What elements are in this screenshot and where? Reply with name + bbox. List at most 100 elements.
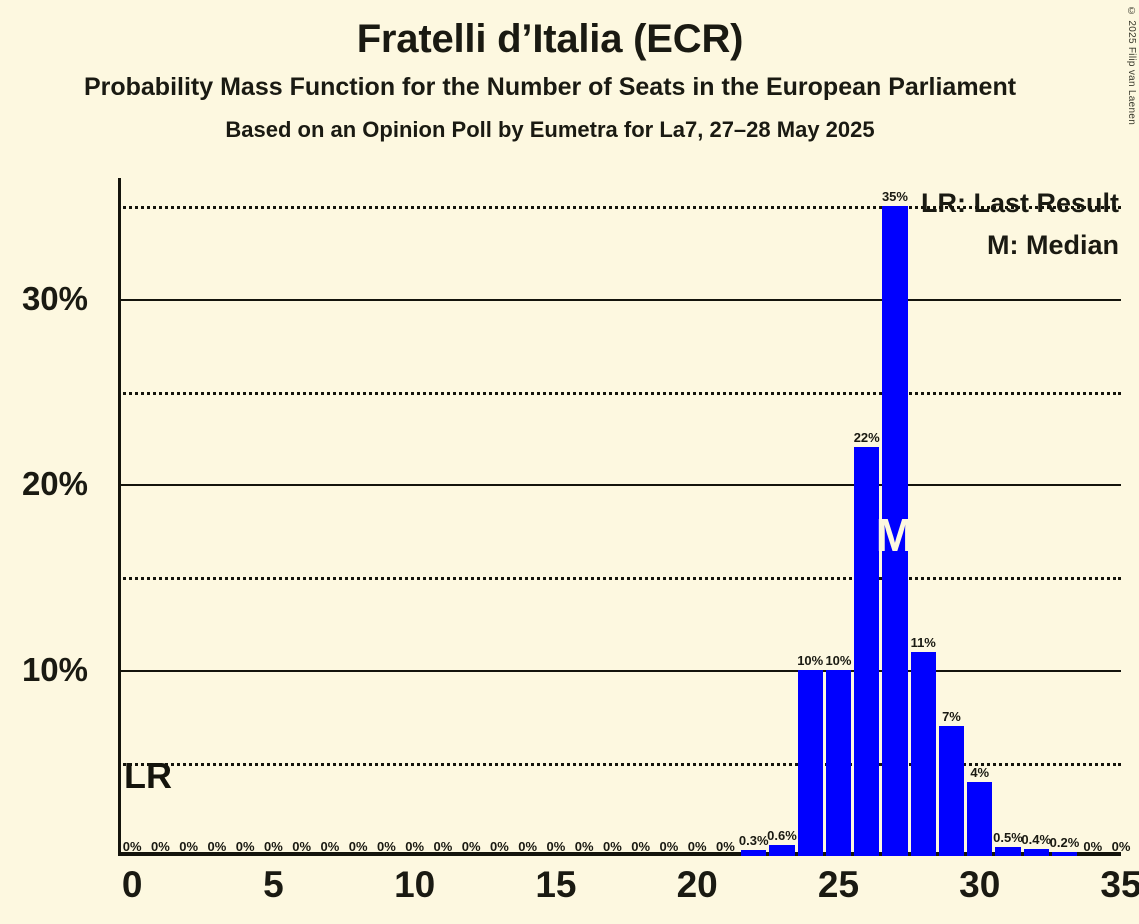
bar-value-label: 0.4% bbox=[1021, 831, 1052, 847]
x-tick-label-15: 15 bbox=[535, 864, 577, 905]
bar bbox=[1051, 852, 1078, 856]
bar-value-label: 0% bbox=[320, 839, 340, 854]
bar-slot: 0% bbox=[683, 178, 711, 856]
bar-value-label: 22% bbox=[853, 430, 880, 446]
bar-slot: 0% bbox=[1079, 178, 1107, 856]
bar-value-label: 0% bbox=[546, 839, 566, 854]
bar-value-label: 11% bbox=[910, 634, 936, 650]
bar bbox=[910, 651, 936, 856]
bar-slot: 0% bbox=[118, 178, 146, 856]
bar-value-label: 0% bbox=[1083, 839, 1103, 854]
bar-slot: 0% bbox=[542, 178, 570, 856]
bar-slot: 0% bbox=[627, 178, 655, 856]
bar-slot: 7% bbox=[937, 178, 965, 856]
bar-value-label: 0% bbox=[122, 839, 142, 854]
x-tick-label-0: 0 bbox=[121, 864, 143, 905]
bar-value-label: 35% bbox=[881, 188, 908, 204]
legend-entry-median: M: Median bbox=[987, 229, 1119, 260]
bar-value-label: 4% bbox=[970, 764, 990, 780]
last-result-marker: LR bbox=[124, 755, 172, 797]
bar-slot: 0% bbox=[655, 178, 683, 856]
x-tick-label-25: 25 bbox=[817, 864, 860, 905]
bar bbox=[825, 670, 852, 856]
bar-value-label: 0% bbox=[263, 839, 283, 854]
x-axis-line bbox=[118, 852, 1121, 856]
bar-slot: 0.5% bbox=[993, 178, 1023, 856]
bar-value-label: 0.3% bbox=[738, 833, 769, 849]
bar-value-label: 0% bbox=[631, 839, 651, 854]
y-axis-line bbox=[118, 178, 121, 856]
bar-slot: 0% bbox=[429, 178, 457, 856]
bar-slot: 0% bbox=[344, 178, 372, 856]
chart-subtitle: Probability Mass Function for the Number… bbox=[83, 73, 1017, 101]
bar-value-label: 0.5% bbox=[993, 829, 1023, 845]
median-marker: M bbox=[875, 509, 915, 562]
y-tick-label-30%: 30% bbox=[21, 279, 88, 317]
bar-slot: 0% bbox=[146, 178, 174, 856]
bar-slot: 0% bbox=[203, 178, 231, 856]
bar bbox=[741, 850, 767, 856]
bar-slot: 0.4% bbox=[1021, 178, 1052, 856]
bar-slot: 0% bbox=[485, 178, 513, 856]
y-tick-label-10%: 10% bbox=[21, 651, 88, 689]
bar-value-label: 0% bbox=[405, 839, 425, 854]
bar-value-label: 7% bbox=[942, 708, 961, 724]
bar-value-label: 0% bbox=[377, 839, 396, 854]
bar-slot: 0% bbox=[259, 178, 287, 856]
x-tick-label-5: 5 bbox=[263, 864, 284, 905]
bar-slot: 0% bbox=[1107, 178, 1135, 856]
bar-slot: 4% bbox=[966, 178, 994, 856]
bar-slot: 10% bbox=[796, 178, 824, 856]
x-tick-label-35: 35 bbox=[1100, 864, 1139, 905]
copyright-notice: © 2025 Filip van Laenen bbox=[1126, 6, 1137, 126]
bar-value-label: 0.2% bbox=[1049, 835, 1080, 851]
bar-slot: 0% bbox=[288, 178, 316, 856]
bar bbox=[938, 725, 965, 856]
bar-slot: 0.6% bbox=[767, 178, 797, 856]
y-tick-label-20%: 20% bbox=[21, 465, 88, 503]
bar-slot: 11% bbox=[909, 178, 937, 856]
bar-slot: 0% bbox=[711, 178, 739, 856]
bar-slot: 0% bbox=[514, 178, 542, 856]
bar-slot: 10% bbox=[824, 178, 852, 856]
bar-slot: 0.2% bbox=[1049, 178, 1080, 856]
bar-slot: 0% bbox=[175, 178, 203, 856]
x-tick-label-10: 10 bbox=[394, 864, 436, 905]
bar bbox=[797, 670, 823, 856]
bar bbox=[995, 846, 1021, 856]
bar-value-label: 0% bbox=[490, 839, 509, 854]
bar-slot: 35% bbox=[881, 178, 909, 856]
bar-value-label: 0% bbox=[207, 839, 227, 854]
bar-value-label: 10% bbox=[797, 653, 824, 669]
bar-value-label: 0% bbox=[179, 839, 199, 854]
bar-value-label: 0% bbox=[150, 839, 170, 854]
bar-value-label: 0.6% bbox=[767, 827, 797, 843]
plot-area: 10% 20% 30% 0% 0% 0% 0% 0% 0% 0% 0% 0% 0% 0% 0% 0% 0% 0%… bbox=[22, 178, 1139, 905]
bar-value-label: 0% bbox=[1111, 839, 1131, 854]
x-tick-label-20: 20 bbox=[676, 864, 718, 905]
bar-value-label: 0% bbox=[461, 839, 481, 854]
bar bbox=[1023, 848, 1049, 856]
bar bbox=[854, 447, 880, 856]
bar-value-label: 10% bbox=[825, 653, 852, 669]
bar-value-label: 0% bbox=[574, 839, 594, 854]
bar-series: 0% 0% 0% 0% 0% 0% 0% 0% 0% 0% 0% 0% 0% 0% 0% 0% 0% 0% 0% 0%… bbox=[118, 178, 1130, 856]
bar-slot: 0% bbox=[372, 178, 400, 856]
bar bbox=[967, 781, 993, 856]
x-tick-label-30: 30 bbox=[959, 864, 1001, 905]
bar bbox=[882, 205, 908, 856]
bar-slot: 0% bbox=[401, 178, 429, 856]
bar-slot: 0% bbox=[316, 178, 344, 856]
bar-slot: 0% bbox=[570, 178, 598, 856]
bar-value-label: 0% bbox=[659, 839, 679, 854]
bar-value-label: 0% bbox=[603, 839, 622, 854]
legend-entry-last-result: LR: Last Result bbox=[920, 188, 1119, 218]
bar-slot: 22% bbox=[853, 178, 881, 856]
chart-legend: LR: Last Result M: Median bbox=[921, 183, 1119, 267]
chart-source-line: Based on an Opinion Poll by Eumetra for … bbox=[225, 116, 875, 142]
gridline-minor-25 bbox=[118, 391, 1121, 395]
bar-slot: 0% bbox=[598, 178, 626, 856]
page-title: Fratelli d’Italia (ECR) bbox=[356, 17, 744, 61]
bar-value-label: 0% bbox=[518, 839, 538, 854]
